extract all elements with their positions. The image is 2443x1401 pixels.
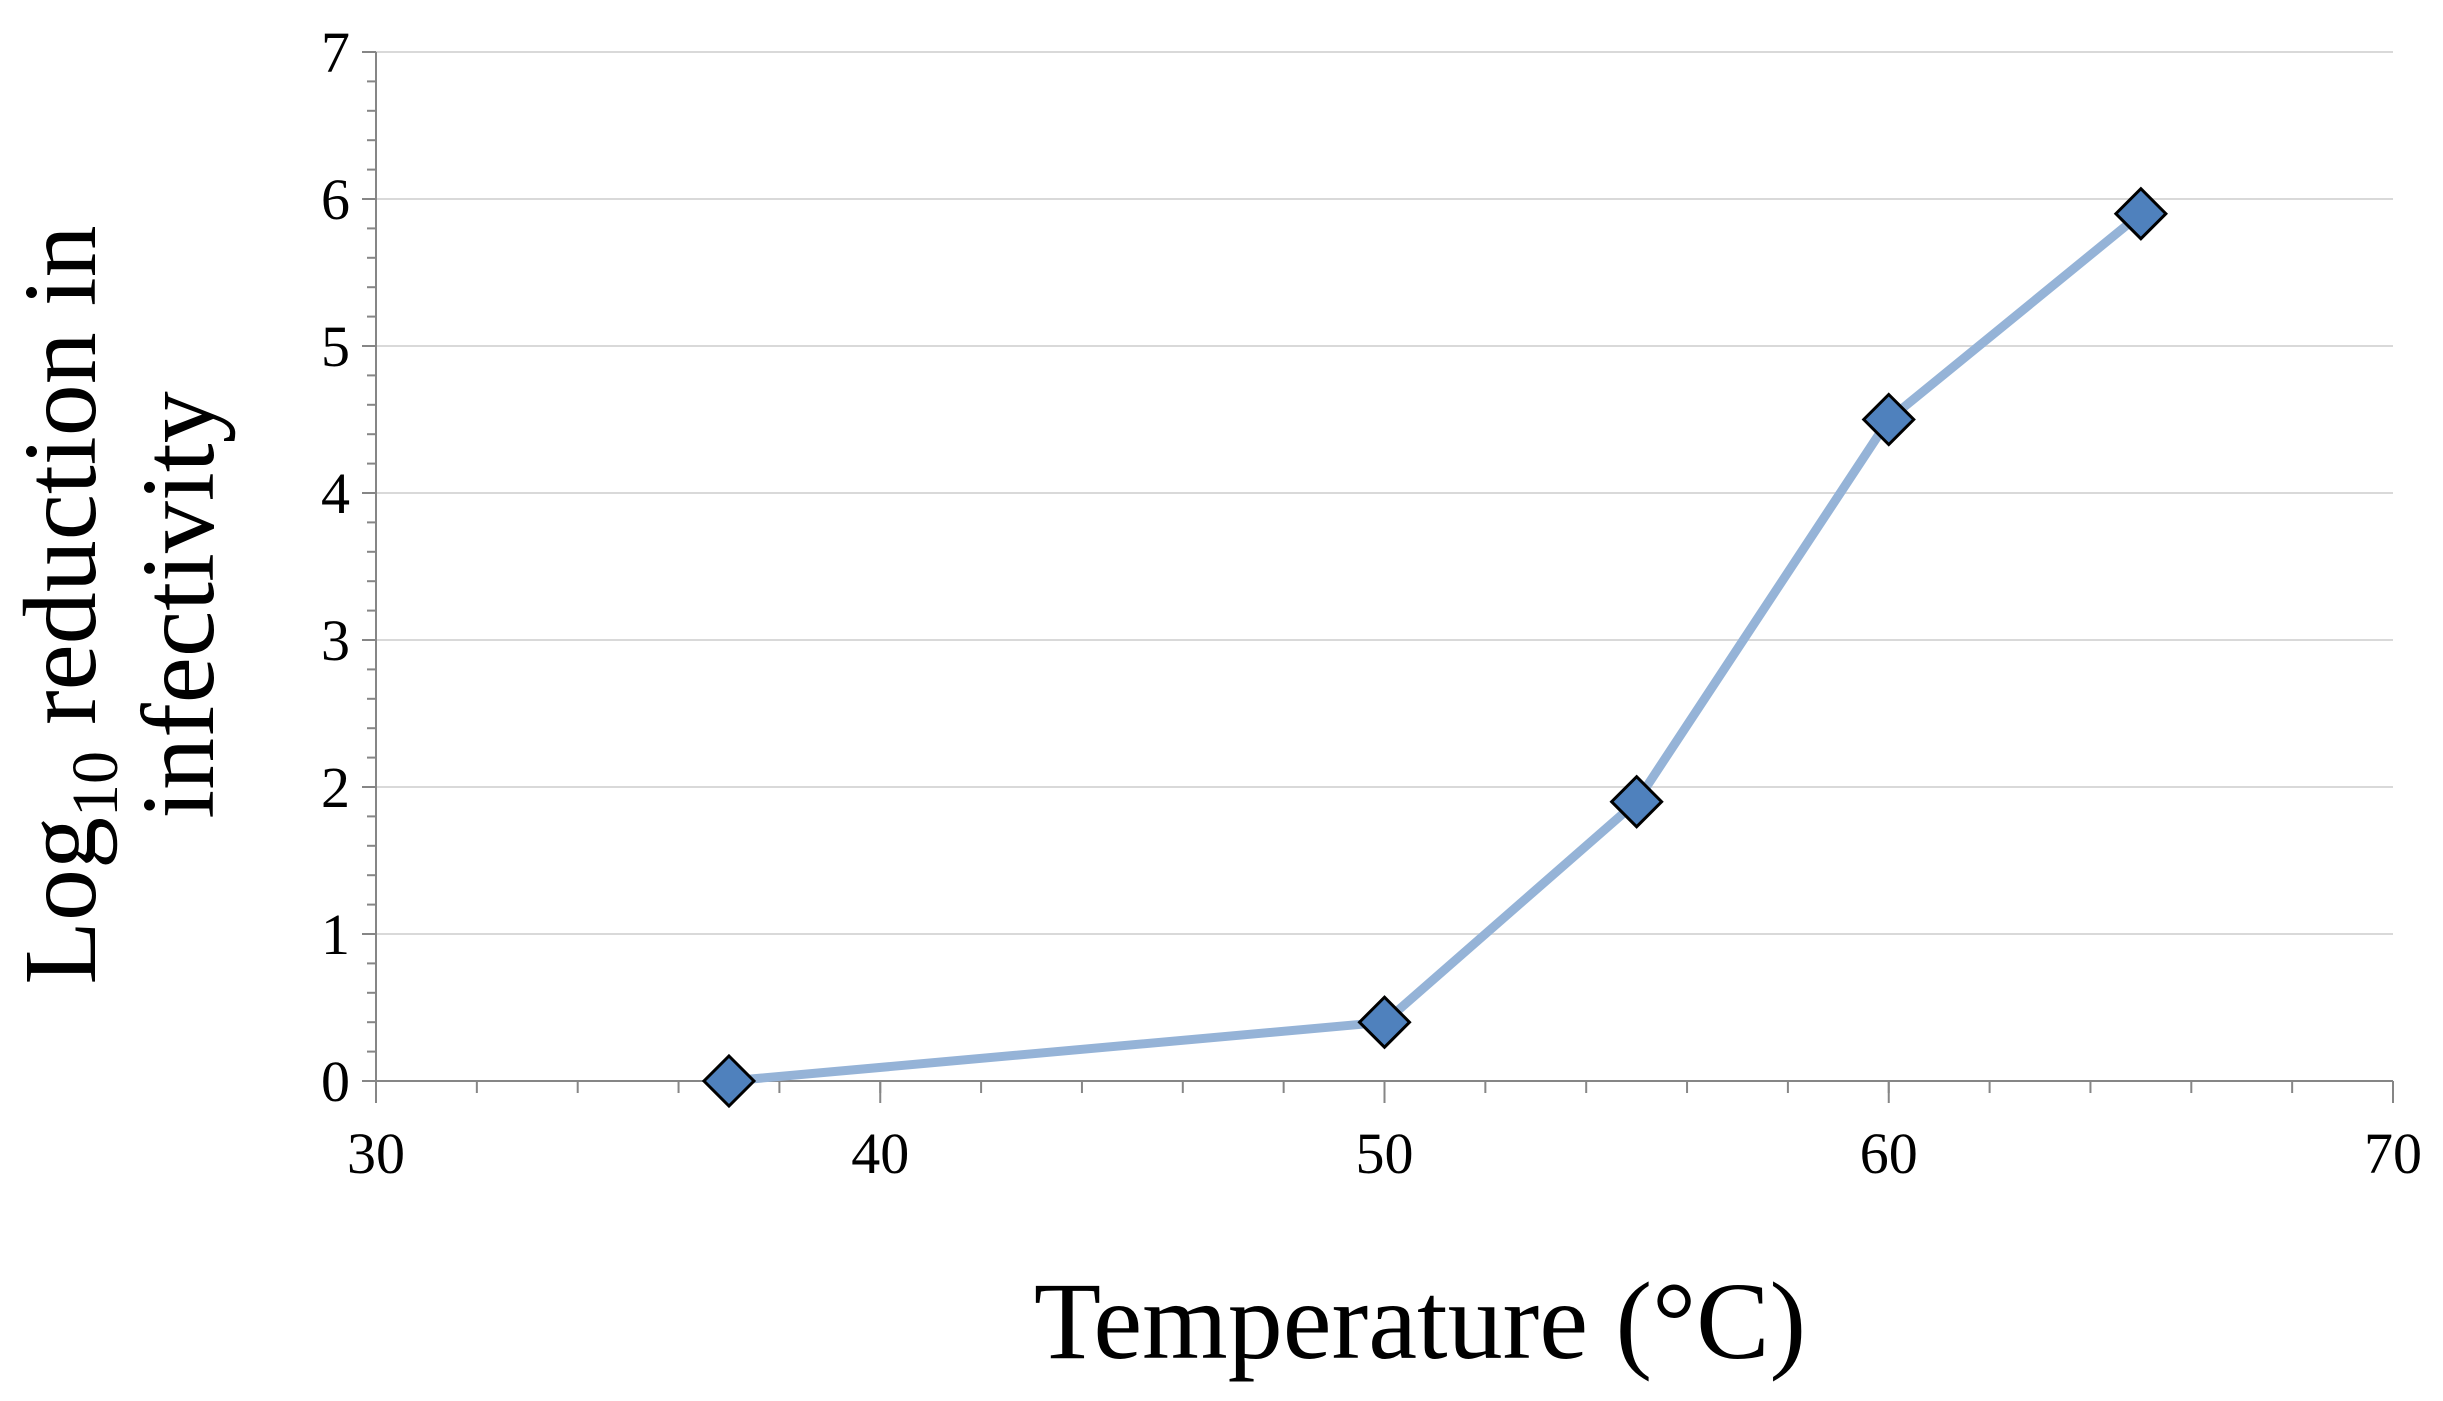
y-axis-title: Log10 reduction in infectivity [3,225,236,984]
data-point-65 [2113,186,2168,241]
data-point-37 [701,1053,757,1109]
y-tick-label-4: 4 [321,461,350,526]
tick-marks [362,51,2394,1103]
x-tick-label-50: 50 [1356,1121,1414,1186]
y-axis-title-line2: infectivity [121,391,236,818]
y-axis-title-rest: reduction in [3,225,118,751]
data-point-60 [1861,392,1916,447]
series-line-0 [724,209,2146,1086]
gridlines [376,51,2393,935]
y-tick-label-1: 1 [321,902,350,967]
y-tick-label-2: 2 [321,755,350,820]
y-tick-label-3: 3 [321,608,350,673]
x-tick-label-40: 40 [851,1121,909,1186]
y-axis-title-line1: Log10 reduction in [3,225,132,984]
y-tick-label-5: 5 [321,314,350,379]
x-axis-title: Temperature (°C) [1034,1260,1806,1382]
x-tick-label-70: 70 [2364,1121,2422,1186]
y-tick-labels: 0 1 2 3 4 5 6 7 [321,20,350,1114]
y-axis-title-log: Log [3,817,118,985]
y-tick-label-6: 6 [321,167,350,232]
data-point-55 [1609,774,1664,829]
axes [375,52,2393,1082]
data-point-50 [1357,995,1412,1050]
x-tick-label-30: 30 [347,1121,405,1186]
y-tick-label-0: 0 [321,1049,350,1114]
y-tick-label-7: 7 [321,20,350,85]
x-tick-label-60: 60 [1860,1121,1918,1186]
data-series [701,186,2168,1109]
y-axis-title-subscript: 10 [59,751,132,817]
x-tick-labels: 30 40 50 60 70 [347,1121,2422,1186]
